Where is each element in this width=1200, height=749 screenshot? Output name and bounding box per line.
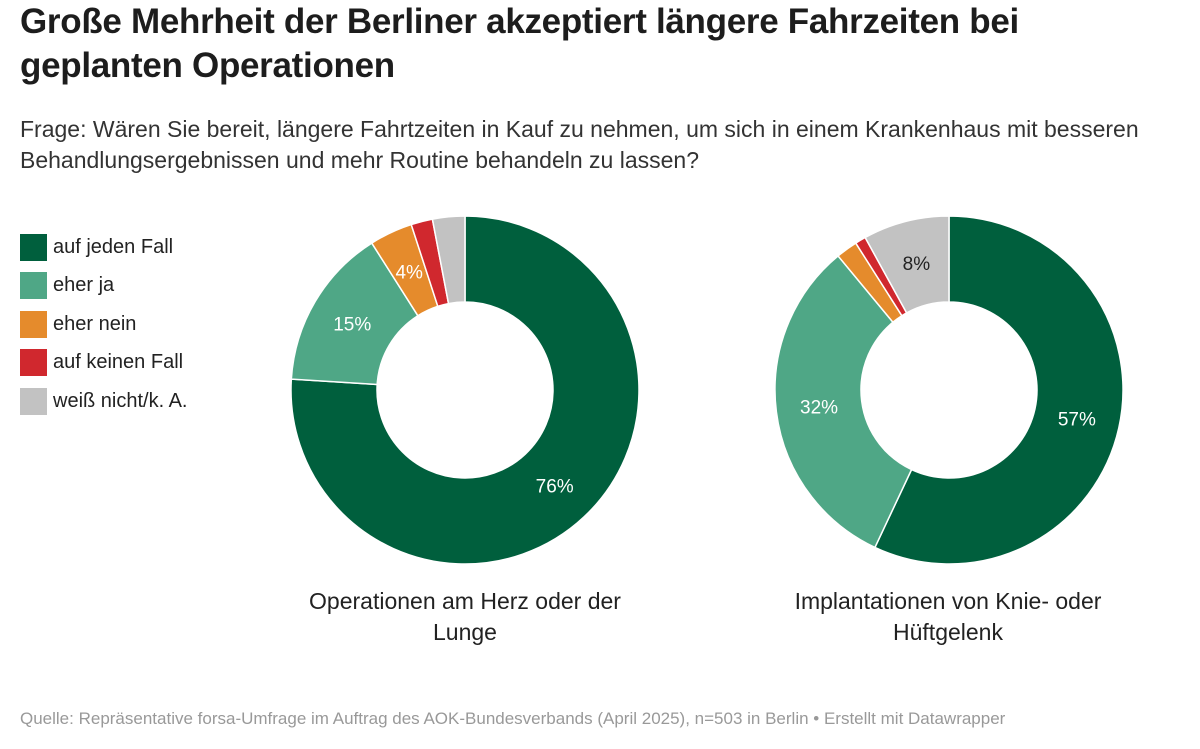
legend-label: weiß nicht/k. A. <box>53 389 188 412</box>
legend-item-weiss-nicht: weiß nicht/k. A. <box>20 382 188 421</box>
legend-item-eher-ja: eher ja <box>20 267 188 306</box>
source-note: Quelle: Repräsentative forsa-Umfrage im … <box>20 709 1006 728</box>
donut-chart-herz-lunge: 76% 15% 4% <box>290 215 640 565</box>
donut-caption-herz-lunge: Operationen am Herz oder der Lunge <box>309 588 621 645</box>
chart-subtitle: Frage: Wären Sie bereit, längere Fahrtze… <box>20 116 1139 173</box>
donut-slice-wei-nicht-k-a- <box>431 215 466 305</box>
donut-slice-auf-jeden-fall <box>873 215 1124 565</box>
legend-swatch <box>20 349 47 377</box>
legend-item-auf-keinen-fall: auf keinen Fall <box>20 344 188 383</box>
legend-swatch <box>20 272 47 300</box>
legend-swatch <box>20 310 47 338</box>
legend: auf jeden Fall eher ja eher nein auf kei… <box>20 228 188 421</box>
slice-data-label: 57% <box>1058 410 1096 431</box>
chart-title: Große Mehrheit der Berliner akzeptiert l… <box>20 2 1019 85</box>
slice-data-label: 32% <box>800 397 838 418</box>
slice-data-label: 8% <box>903 254 931 275</box>
legend-label: eher ja <box>53 274 115 297</box>
slice-data-label: 15% <box>333 314 371 335</box>
slice-data-label: 4% <box>395 262 423 283</box>
legend-item-auf-jeden-fall: auf jeden Fall <box>20 228 188 267</box>
legend-label: auf jeden Fall <box>53 235 174 258</box>
legend-item-eher-nein: eher nein <box>20 305 188 344</box>
donut-slice-wei-nicht-k-a- <box>864 215 950 314</box>
donut-slice-auf-jeden-fall <box>290 215 640 565</box>
donut-caption-knie-huefte: Implantationen von Knie- oder Hüftgelenk <box>794 588 1102 645</box>
legend-swatch <box>20 387 47 415</box>
donut-chart-knie-huefte: 57% 32% 8% <box>774 215 1124 565</box>
legend-label: auf keinen Fall <box>53 351 184 374</box>
slice-data-label: 76% <box>536 476 574 497</box>
legend-swatch <box>20 233 47 261</box>
legend-label: eher nein <box>53 312 137 335</box>
donut-slice-eher-ja <box>774 254 913 549</box>
